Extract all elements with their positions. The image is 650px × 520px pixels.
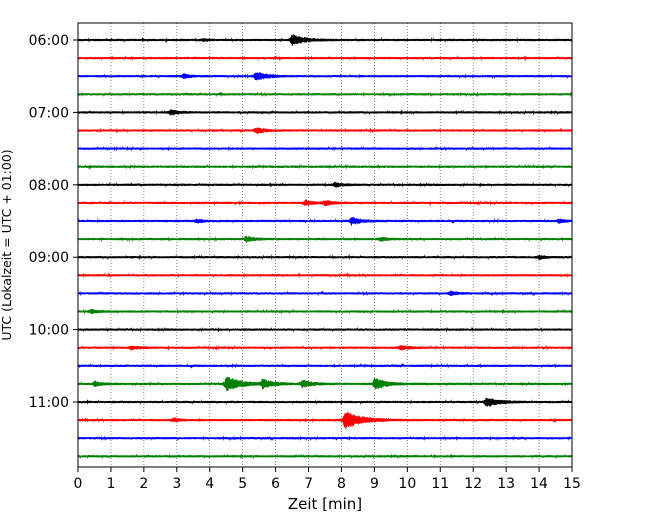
trace-1030 — [77, 362, 573, 369]
trace-0615 — [77, 55, 573, 62]
x-tick-label-3: 3 — [172, 476, 181, 492]
x-tick-label-9: 9 — [370, 476, 379, 492]
x-tick-label-7: 7 — [304, 476, 313, 492]
x-tick-label-4: 4 — [205, 476, 214, 492]
trace-1145 — [77, 453, 573, 460]
y-tick-label-5: 11:00 — [29, 395, 69, 411]
trace-1130 — [77, 435, 573, 442]
x-tick-label-2: 2 — [139, 476, 148, 492]
y-tick-label-0: 06:00 — [29, 33, 69, 49]
trace-1045 — [77, 376, 573, 391]
x-tick-label-14: 14 — [530, 476, 548, 492]
x-tick-label-15: 15 — [563, 476, 581, 492]
trace-0830 — [77, 217, 573, 226]
trace-0930 — [77, 290, 573, 297]
trace-0745 — [77, 163, 573, 170]
trace-0700 — [77, 109, 573, 116]
x-tick-label-11: 11 — [431, 476, 449, 492]
x-tick-label-5: 5 — [238, 476, 247, 492]
x-tick-label-6: 6 — [271, 476, 280, 492]
trace-0645 — [77, 91, 573, 98]
trace-0715 — [77, 127, 573, 134]
y-axis-label: UTC (Lokalzeit = UTC + 01:00) — [0, 149, 14, 340]
trace-1100 — [77, 397, 573, 407]
x-tick-label-12: 12 — [464, 476, 482, 492]
trace-0900 — [77, 254, 573, 261]
seismogram-traces — [77, 34, 573, 460]
y-axis-ticks: 06:00 07:00 08:00 09:00 10:00 11:00 — [29, 33, 78, 411]
trace-0945 — [77, 308, 573, 315]
trace-0815 — [77, 199, 573, 207]
y-tick-label-2: 08:00 — [29, 178, 69, 194]
y-tick-label-1: 07:00 — [29, 105, 69, 121]
vertical-gridlines — [110, 23, 540, 467]
trace-0630 — [77, 72, 573, 81]
trace-0915 — [77, 272, 573, 279]
plot-frame — [77, 22, 573, 468]
x-axis-label: Zeit [min] — [288, 495, 362, 513]
trace-0600 — [77, 34, 573, 46]
x-tick-label-10: 10 — [398, 476, 416, 492]
trace-1015 — [77, 344, 573, 351]
x-tick-label-8: 8 — [337, 476, 346, 492]
trace-1115 — [77, 412, 573, 429]
x-tick-label-0: 0 — [74, 476, 83, 492]
y-tick-label-4: 10:00 — [29, 323, 69, 339]
trace-1000 — [77, 326, 573, 333]
trace-0845 — [77, 236, 573, 243]
x-tick-label-13: 13 — [497, 476, 515, 492]
trace-0800 — [77, 181, 573, 188]
x-axis-ticks: 0 1 2 3 4 5 6 7 8 9 10 11 12 13 14 15 — [74, 467, 581, 492]
y-tick-label-3: 09:00 — [29, 250, 69, 266]
trace-0730 — [77, 145, 573, 152]
x-tick-label-1: 1 — [106, 476, 115, 492]
